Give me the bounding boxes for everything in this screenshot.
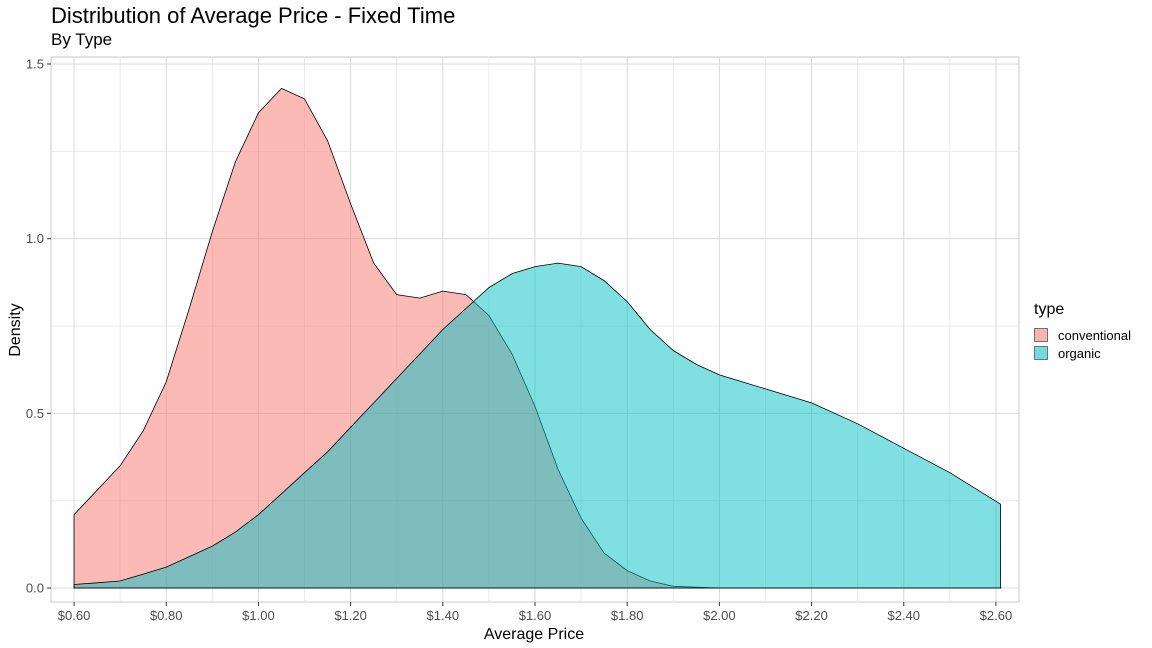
x-tick-label: $1.60 [519, 608, 552, 623]
legend: type conventional organic [1034, 300, 1131, 362]
x-tick-label: $1.00 [242, 608, 275, 623]
legend-title: type [1034, 301, 1065, 318]
x-axis-title: Average Price [484, 626, 584, 643]
y-tick-label: 0.0 [26, 581, 44, 596]
x-tick-label: $2.60 [980, 608, 1013, 623]
y-tick-label: 1.5 [26, 56, 44, 71]
x-tick-label: $0.60 [58, 608, 91, 623]
x-tick-label: $2.40 [887, 608, 920, 623]
density-areas [73, 87, 1002, 589]
chart-subtitle: By Type [51, 30, 113, 49]
legend-label-conventional: conventional [1058, 327, 1131, 343]
y-axis-title: Density [7, 303, 24, 356]
y-axis-ticks: 0.0 0.5 1.0 1.5 [26, 56, 51, 596]
legend-key-organic [1034, 346, 1048, 360]
x-tick-label: $2.00 [703, 608, 736, 623]
x-axis-ticks: $0.60 $0.80 $1.00 $1.20 $1.40 $1.60 $1.80 $2.00… [58, 602, 1012, 623]
legend-item-organic: organic [1034, 344, 1131, 362]
x-tick-label: $1.80 [611, 608, 644, 623]
x-tick-label: $1.40 [427, 608, 460, 623]
x-tick-label: $1.20 [334, 608, 367, 623]
chart-title: Distribution of Average Price - Fixed Ti… [51, 3, 456, 28]
legend-label-organic: organic [1058, 345, 1101, 361]
density-area-organic [73, 262, 1002, 589]
legend-key-conventional [1034, 328, 1048, 342]
y-tick-label: 0.5 [26, 406, 44, 421]
x-tick-label: $0.80 [150, 608, 183, 623]
y-tick-label: 1.0 [26, 231, 44, 246]
x-tick-label: $2.20 [795, 608, 828, 623]
legend-item-conventional: conventional [1034, 326, 1131, 344]
